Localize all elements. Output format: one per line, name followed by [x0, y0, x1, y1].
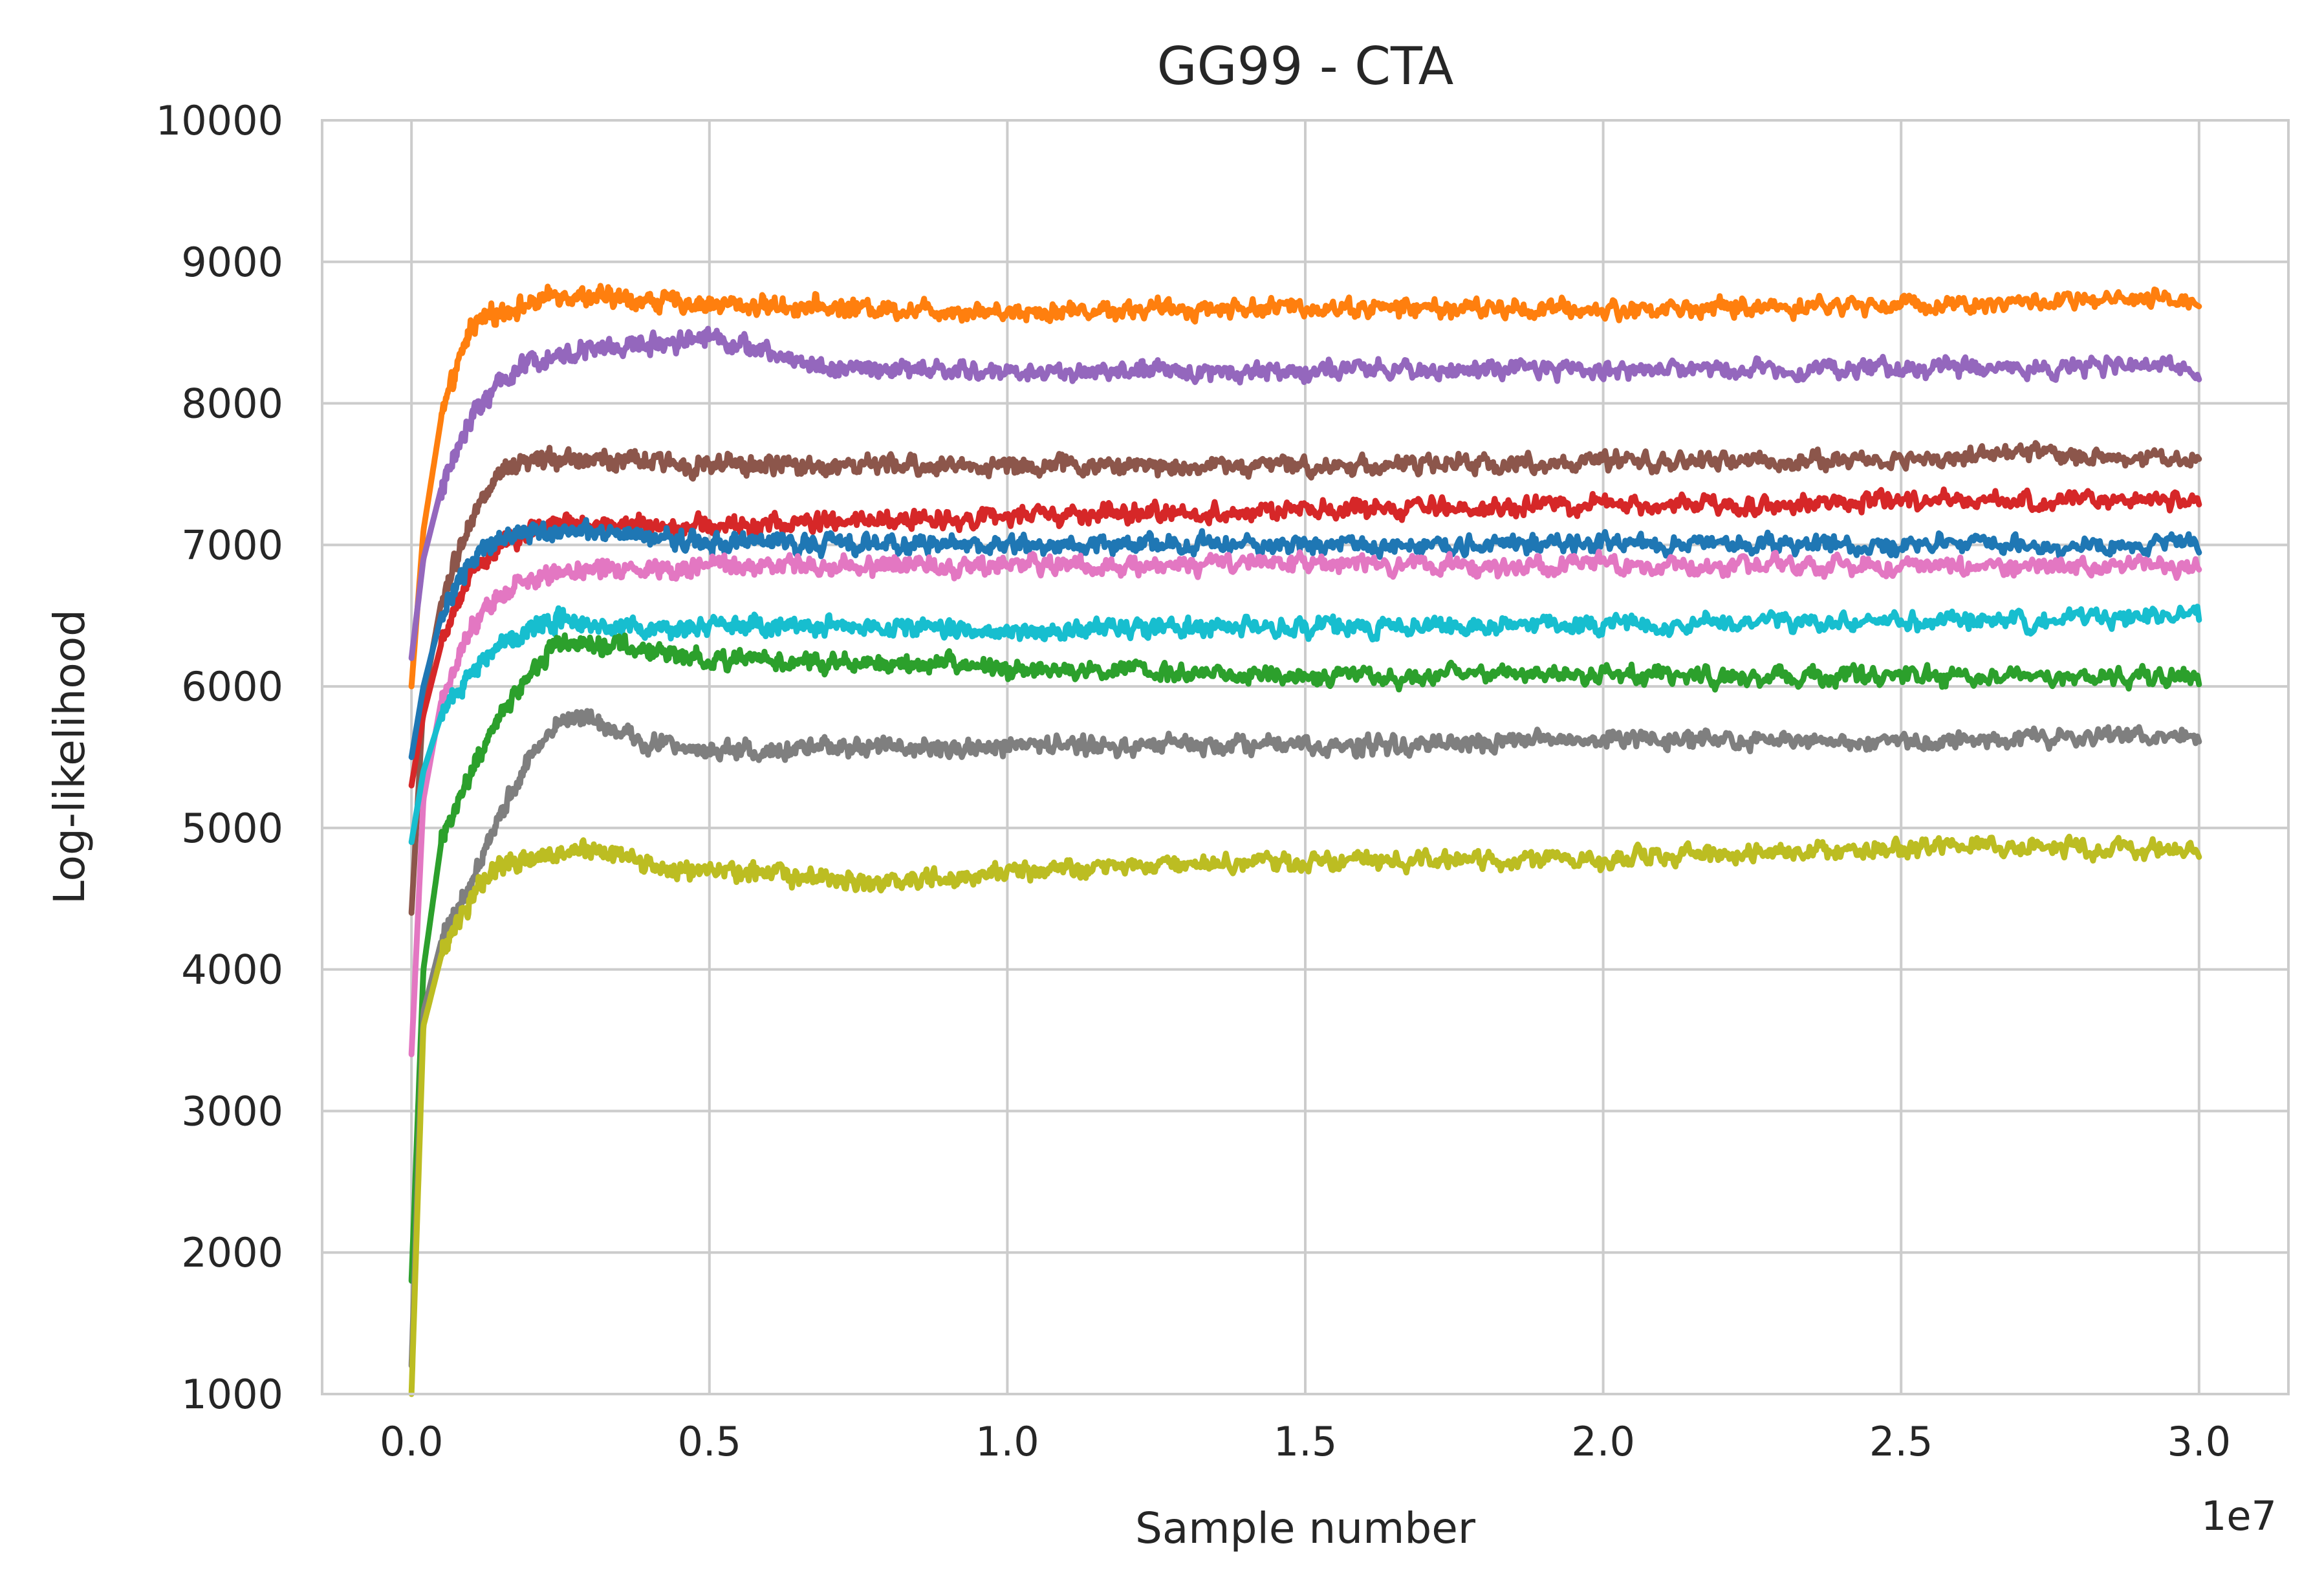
- y-tick-label: 4000: [181, 946, 283, 994]
- y-tick-label: 6000: [181, 663, 283, 710]
- series-line: [408, 604, 2202, 845]
- y-tick-label: 10000: [156, 97, 283, 144]
- x-tick-labels: 0.0 0.5 1.0 1.5 2.0 2.5 3.0: [380, 1418, 2231, 1465]
- y-tick-label: 1000: [181, 1371, 283, 1418]
- series-line: [408, 708, 2202, 1369]
- plot-frame: [321, 119, 2290, 1395]
- y-tick-label: 5000: [181, 805, 283, 852]
- y-tick-label: 8000: [181, 380, 283, 428]
- x-tick-label: 2.5: [1869, 1418, 1933, 1465]
- x-tick-label: 1.5: [1274, 1418, 1338, 1465]
- y-tick-label: 7000: [181, 521, 283, 569]
- y-tick-label: 2000: [181, 1229, 283, 1276]
- chart-title: GG99 - CTA: [1157, 36, 1454, 96]
- series-line: [408, 833, 2202, 1397]
- series-line: [408, 632, 2202, 1284]
- series-group: [408, 283, 2202, 1397]
- x-axis-label: Sample number: [1135, 1503, 1476, 1553]
- y-tick-label: 9000: [181, 239, 283, 286]
- x-tick-label: 0.5: [677, 1418, 741, 1465]
- x-tick-label: 0.0: [380, 1418, 444, 1465]
- y-tick-labels: 1000 2000 3000 4000 5000 6000 7000 8000 9000 1000…: [156, 97, 283, 1418]
- series-line: [408, 325, 2202, 661]
- x-tick-label: 1.0: [975, 1418, 1039, 1465]
- series-line: [408, 440, 2202, 916]
- x-tick-label: 3.0: [2167, 1418, 2232, 1465]
- series-line: [408, 517, 2202, 760]
- y-tick-label: 3000: [181, 1087, 283, 1135]
- y-axis-label: Log-likelihood: [45, 609, 94, 904]
- series-line: [408, 549, 2202, 1058]
- x-offset-text: 1e7: [2201, 1492, 2277, 1540]
- series-line: [408, 283, 2202, 690]
- x-tick-label: 2.0: [1571, 1418, 1635, 1465]
